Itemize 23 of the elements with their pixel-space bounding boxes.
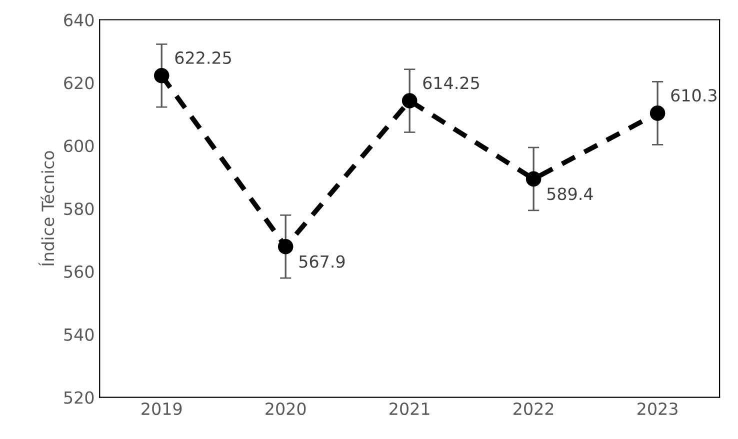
x-tick-label: 2023 — [638, 402, 678, 416]
y-axis-title: Índice Técnico — [38, 151, 54, 266]
x-tick-label: 2022 — [514, 402, 554, 416]
data-label: 610.3 — [671, 89, 716, 102]
data-label: 589.4 — [547, 188, 593, 200]
data-label: 567.9 — [299, 255, 345, 268]
point — [526, 171, 542, 187]
y-tick-label: 540 — [64, 328, 94, 341]
data-label: 622.25 — [175, 51, 231, 64]
point — [402, 93, 418, 108]
point — [278, 238, 294, 254]
y-tick-label: 600 — [64, 140, 94, 152]
y-tick-label: 520 — [64, 391, 94, 404]
y-tick-label: 620 — [64, 76, 94, 90]
data-label: 614.25 — [423, 76, 479, 90]
point — [154, 68, 170, 84]
y-tick-label: 640 — [64, 14, 94, 26]
point — [650, 106, 666, 121]
x-tick-label: 2019 — [142, 402, 182, 416]
y-tick-label: 580 — [64, 202, 94, 216]
x-tick-label: 2021 — [390, 402, 430, 416]
x-tick-label: 2020 — [266, 402, 306, 416]
y-tick-label: 560 — [64, 265, 94, 278]
